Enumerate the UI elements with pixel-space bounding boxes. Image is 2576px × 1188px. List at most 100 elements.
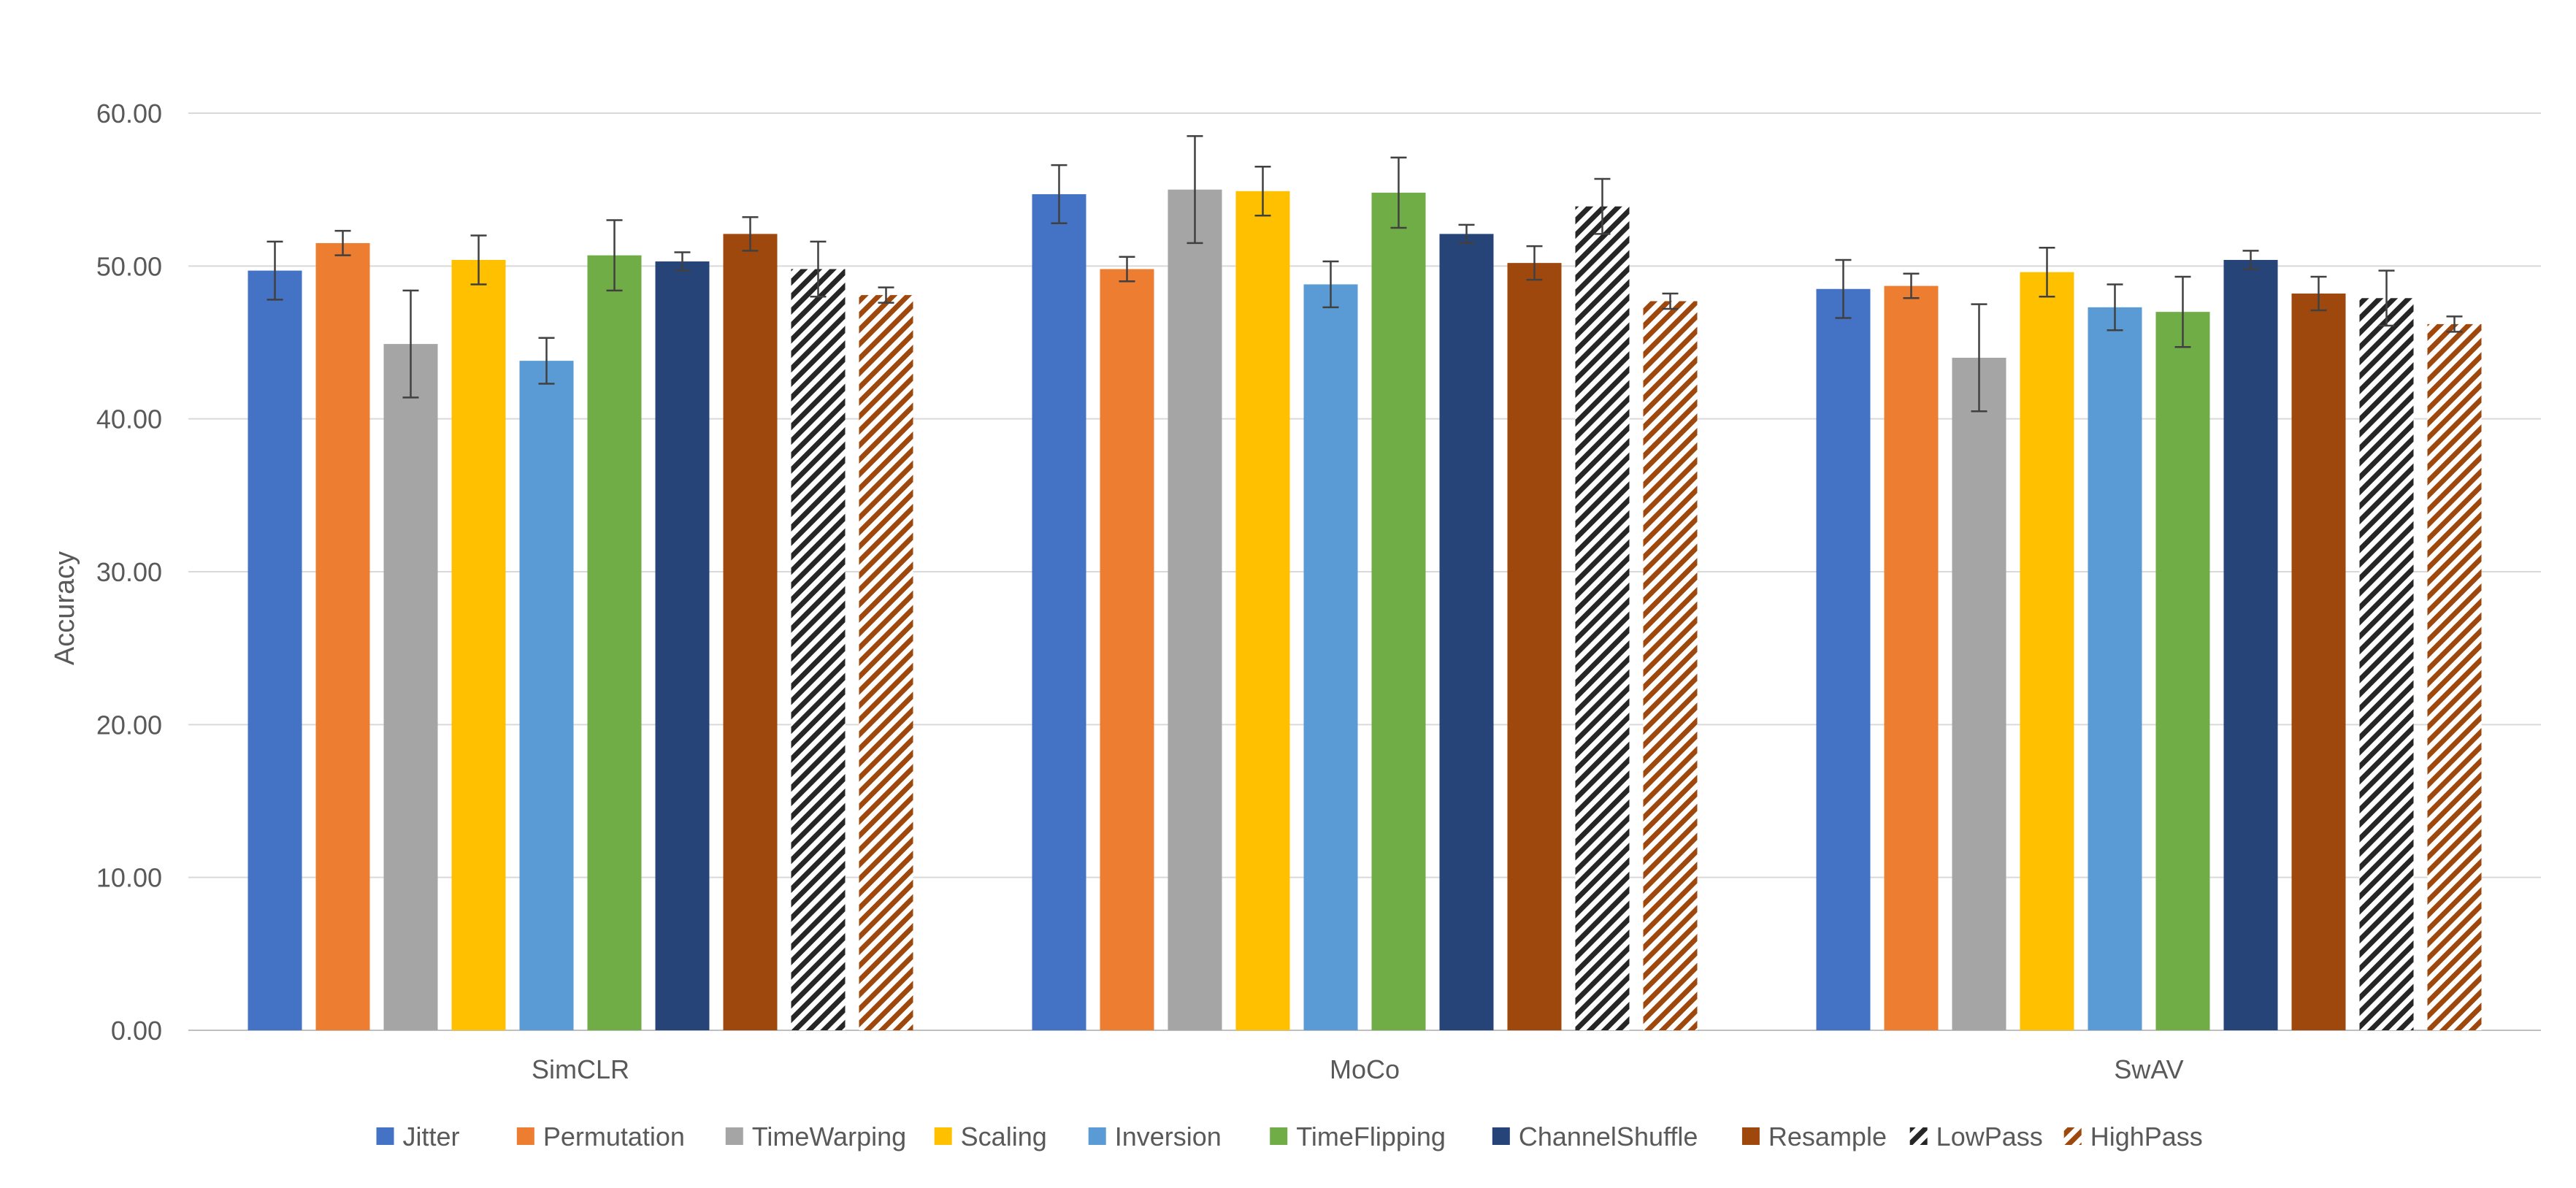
bar-simclr-lowpass [791, 269, 846, 1030]
error-bar-simclr-permutation [334, 229, 351, 256]
legend-label: HighPass [2090, 1122, 2203, 1151]
error-bar-swav-timewarping [1971, 303, 1987, 413]
legend-label: Scaling [961, 1122, 1047, 1151]
gridlines [188, 112, 2541, 1031]
legend-swatch [934, 1127, 952, 1145]
bar-moco-channelshuffle [1439, 234, 1494, 1031]
bar-swav-timeflipping [2155, 312, 2210, 1031]
bar-simclr-scaling [451, 259, 506, 1031]
legend-swatch [1088, 1127, 1106, 1145]
error-bar-swav-scaling [2039, 246, 2055, 298]
legend-label: Jitter [403, 1122, 460, 1151]
error-bar-moco-lowpass [1594, 177, 1611, 235]
bar-swav-permutation [1884, 285, 1939, 1031]
bar-swav-channelshuffle [2223, 259, 2278, 1031]
error-bar-simclr-timewarping [402, 289, 419, 399]
bar-swav-timewarping [1952, 357, 2006, 1030]
bar-moco-permutation [1100, 269, 1154, 1030]
error-bar-simclr-scaling [470, 234, 487, 285]
y-tick-label: 10.00 [96, 863, 162, 893]
y-tick-label: 20.00 [96, 710, 162, 740]
legend-swatch [1270, 1127, 1288, 1145]
legend-swatch [2063, 1127, 2082, 1145]
bar-swav-highpass [2427, 323, 2482, 1030]
error-bar-moco-highpass [1662, 292, 1679, 310]
error-bar-simclr-inversion [538, 337, 555, 385]
bar-simclr-jitter [248, 270, 302, 1031]
error-bar-moco-jitter [1051, 164, 1067, 224]
bar-simclr-timeflipping [587, 255, 642, 1031]
error-bar-swav-inversion [2107, 283, 2123, 332]
error-bars [267, 135, 2463, 413]
error-bar-swav-highpass [2446, 315, 2463, 333]
x-tick-label: SwAV [2114, 1054, 2183, 1084]
legend-label: LowPass [1936, 1122, 2043, 1151]
bar-moco-resample [1507, 263, 1562, 1030]
legend-swatch [516, 1127, 534, 1145]
bar-simclr-channelshuffle [655, 261, 710, 1030]
error-bar-swav-jitter [1835, 258, 1852, 319]
legend-item-permutation: Permutation [516, 1122, 685, 1151]
error-bar-swav-channelshuffle [2242, 250, 2259, 270]
error-bar-swav-timeflipping [2174, 275, 2191, 348]
x-tick-label: SimCLR [532, 1054, 629, 1084]
error-bar-simclr-channelshuffle [674, 251, 691, 272]
error-bar-swav-permutation [1903, 272, 1920, 299]
legend-label: ChannelShuffle [1519, 1122, 1698, 1151]
bar-simclr-timewarping [383, 344, 438, 1030]
bar-moco-timewarping [1168, 189, 1222, 1031]
bar-simclr-inversion [519, 361, 574, 1030]
error-bar-simclr-jitter [267, 240, 283, 301]
error-bar-moco-timewarping [1187, 135, 1203, 245]
error-bar-simclr-timeflipping [606, 219, 623, 292]
legend-label: TimeFlipping [1296, 1122, 1446, 1151]
legend-item-timeflipping: TimeFlipping [1270, 1122, 1446, 1151]
error-bar-moco-timeflipping [1390, 156, 1407, 229]
legend: Jitter Permutation TimeWarping Scaling Inver… [376, 1122, 2203, 1151]
bar-swav-lowpass [2359, 298, 2414, 1030]
legend-item-timewarping: TimeWarping [725, 1122, 906, 1151]
y-axis-title: Accuracy [50, 551, 80, 665]
bar-swav-scaling [2020, 272, 2074, 1030]
legend-swatch [725, 1127, 743, 1145]
legend-item-inversion: Inversion [1088, 1122, 1222, 1151]
bar-simclr-permutation [315, 242, 370, 1030]
legend-label: Permutation [543, 1122, 685, 1151]
x-tick-label: MoCo [1330, 1054, 1400, 1084]
error-bar-simclr-highpass [878, 286, 894, 304]
error-bar-swav-resample [2310, 275, 2327, 312]
bar-moco-scaling [1235, 191, 1290, 1030]
legend-item-scaling: Scaling [934, 1122, 1047, 1151]
legend-label: Resample [1768, 1122, 1887, 1151]
y-tick-label: 50.00 [96, 251, 162, 281]
legend-swatch [376, 1127, 394, 1145]
error-bar-moco-permutation [1119, 256, 1135, 283]
axes: 0.00 10.00 20.00 30.00 40.00 50.00 60.00 Accura… [50, 99, 2184, 1084]
error-bar-moco-inversion [1322, 260, 1339, 309]
bars [248, 189, 2482, 1031]
error-bar-moco-channelshuffle [1458, 223, 1475, 245]
legend-swatch [1492, 1127, 1510, 1145]
error-bar-moco-scaling [1254, 166, 1271, 217]
bar-moco-highpass [1643, 301, 1698, 1031]
legend-item-jitter: Jitter [376, 1122, 460, 1151]
y-tick-label: 0.00 [111, 1016, 162, 1046]
legend-item-lowpass: LowPass [1909, 1122, 2043, 1151]
bar-swav-jitter [1816, 288, 1871, 1030]
error-bar-swav-lowpass [2378, 269, 2395, 327]
legend-swatch [1741, 1127, 1760, 1145]
y-tick-label: 30.00 [96, 557, 162, 587]
legend-item-resample: Resample [1741, 1122, 1887, 1151]
error-bar-moco-resample [1526, 245, 1543, 281]
legend-item-channelshuffle: ChannelShuffle [1492, 1122, 1698, 1151]
bar-swav-resample [2291, 294, 2346, 1031]
y-tick-label: 40.00 [96, 405, 162, 434]
legend-label: Inversion [1115, 1122, 1222, 1151]
bar-swav-inversion [2088, 307, 2142, 1030]
bar-moco-lowpass [1575, 206, 1630, 1030]
legend-label: TimeWarping [752, 1122, 906, 1151]
bar-moco-inversion [1303, 284, 1358, 1030]
bar-simclr-resample [723, 234, 778, 1031]
